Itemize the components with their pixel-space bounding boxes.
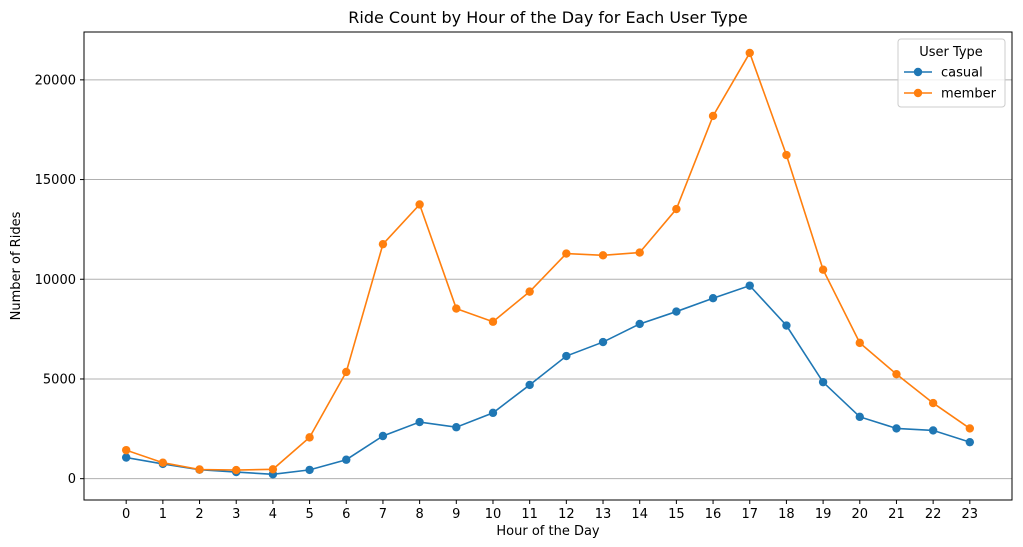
x-tick-label: 5 <box>305 507 313 522</box>
data-point-casual <box>525 380 534 390</box>
data-point-casual <box>121 453 131 462</box>
y-tick-label: 0 <box>68 472 76 487</box>
legend: User Type casual member <box>897 38 1006 108</box>
legend-label-member: member <box>941 87 997 102</box>
x-tick-label: 19 <box>815 507 832 522</box>
data-point-member <box>158 458 168 467</box>
x-axis-ticks: 0 1 2 3 4 5 6 7 8 9 10 11 12 13 14 15 16 17 18 19 20 21 22 23 <box>122 500 978 522</box>
x-tick-label: 8 <box>415 507 423 522</box>
x-tick-label: 0 <box>122 507 130 522</box>
series-line-casual <box>126 284 971 476</box>
data-point-casual <box>745 281 754 290</box>
y-axis-label: Number of Rides <box>9 211 24 320</box>
data-point-casual <box>378 431 388 441</box>
data-point-casual <box>892 424 901 433</box>
series-line-member <box>125 51 971 471</box>
data-point-casual <box>562 351 571 361</box>
legend-entry-casual: casual <box>904 66 983 81</box>
data-point-casual <box>635 319 644 329</box>
data-point-casual <box>818 377 828 387</box>
x-tick-label: 3 <box>232 507 240 522</box>
y-tick-label: 20000 <box>35 73 76 88</box>
data-point-member <box>525 287 534 296</box>
data-point-member <box>635 248 644 257</box>
data-point-member <box>782 150 791 160</box>
x-tick-label: 18 <box>778 507 795 522</box>
y-tick-label: 10000 <box>35 273 76 288</box>
x-tick-label: 20 <box>852 507 869 522</box>
data-point-member <box>378 239 388 249</box>
y-gridlines <box>84 79 1012 480</box>
data-point-member <box>121 445 131 455</box>
x-tick-label: 22 <box>925 507 942 522</box>
data-point-member <box>342 367 351 377</box>
x-tick-label: 4 <box>269 507 277 522</box>
x-tick-label: 13 <box>595 507 612 522</box>
x-tick-label: 14 <box>631 507 648 522</box>
legend-box <box>897 38 1006 108</box>
data-point-member <box>745 48 754 58</box>
x-tick-label: 7 <box>379 507 387 522</box>
y-tick-label: 15000 <box>35 173 76 188</box>
data-point-casual <box>928 426 938 435</box>
y-tick-label: 5000 <box>43 372 76 387</box>
data-point-member <box>562 249 571 258</box>
x-tick-label: 9 <box>452 507 460 522</box>
x-tick-label: 12 <box>558 507 575 522</box>
y-axis-ticks: 0 5000 10000 15000 20000 <box>35 73 84 487</box>
data-point-casual <box>452 423 461 432</box>
x-tick-label: 23 <box>962 507 979 522</box>
data-point-casual <box>305 465 314 475</box>
data-point-casual <box>415 417 424 427</box>
data-point-member <box>232 465 241 475</box>
x-tick-label: 15 <box>668 507 685 522</box>
data-point-member <box>305 433 314 442</box>
data-point-casual <box>708 294 718 303</box>
x-axis-label: Hour of the Day <box>496 524 600 539</box>
data-point-member <box>415 200 424 209</box>
data-point-member <box>672 204 681 214</box>
data-point-casual <box>672 307 681 316</box>
data-point-casual <box>598 337 608 347</box>
data-point-member <box>452 304 461 313</box>
data-point-member <box>818 265 828 274</box>
legend-title: User Type <box>919 45 983 60</box>
x-tick-label: 17 <box>741 507 758 522</box>
plot-frame <box>83 31 1013 501</box>
x-tick-label: 1 <box>159 507 167 522</box>
chart-title: Ride Count by Hour of the Day for Each U… <box>348 8 747 27</box>
data-point-member <box>195 465 204 474</box>
series-layer <box>121 48 975 479</box>
legend-entry-member: member <box>904 87 997 102</box>
data-point-member <box>965 424 975 433</box>
data-point-member <box>268 465 278 474</box>
legend-label-casual: casual <box>941 66 983 81</box>
series-member <box>121 48 975 475</box>
x-tick-label: 21 <box>888 507 905 522</box>
data-point-member <box>928 398 938 408</box>
data-point-casual <box>342 455 351 464</box>
legend-entries: casual member <box>904 66 997 102</box>
data-point-casual <box>965 437 975 447</box>
data-point-member <box>855 338 864 348</box>
data-point-member <box>892 369 901 379</box>
data-point-member <box>598 251 608 260</box>
data-point-member <box>488 317 498 326</box>
x-tick-label: 16 <box>705 507 722 522</box>
x-tick-label: 11 <box>521 507 538 522</box>
legend-marker-member <box>913 88 923 98</box>
data-point-member <box>708 111 718 121</box>
data-point-casual <box>855 412 864 422</box>
data-point-casual <box>782 321 791 330</box>
x-tick-label: 2 <box>195 507 203 522</box>
data-point-casual <box>488 408 498 418</box>
x-tick-label: 10 <box>485 507 502 522</box>
x-tick-label: 6 <box>342 507 350 522</box>
legend-marker-casual <box>913 67 923 77</box>
